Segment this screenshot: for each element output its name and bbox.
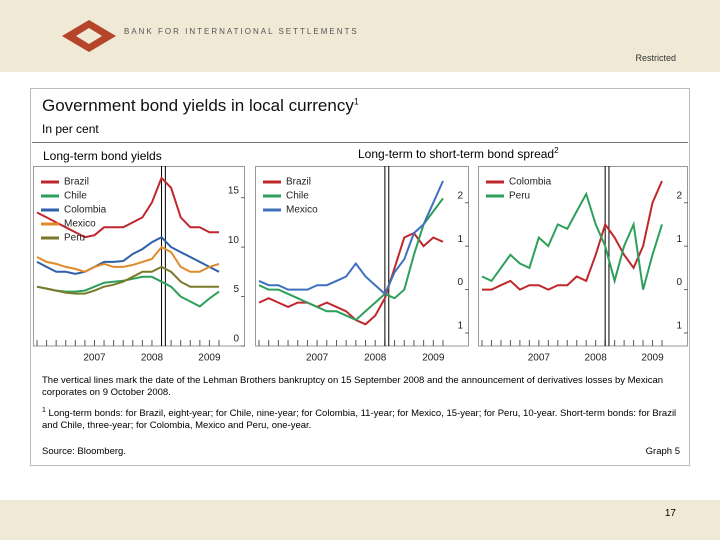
org-name: BANK FOR INTERNATIONAL SETTLEMENTS [124, 27, 359, 36]
plot-area [33, 166, 245, 347]
series-line [482, 180, 663, 291]
y-tick-label: 5 [233, 284, 239, 295]
x-tick-label: 2008 [585, 353, 608, 364]
source: Source: Bloomberg. [42, 446, 126, 457]
heading-text: Long-term to short-term bond spread [358, 147, 555, 161]
series-line [36, 265, 219, 295]
legend-label: Mexico [64, 219, 96, 230]
legend-label: Peru [509, 191, 530, 202]
x-tick-label: 2008 [364, 353, 387, 364]
footer-band [0, 500, 720, 540]
y-tick-label: 1 [457, 234, 463, 245]
rule [32, 142, 688, 143]
page-number: 17 [664, 508, 676, 519]
plot-area [255, 166, 469, 347]
x-tick-label: 2009 [641, 353, 664, 364]
footnote: 1 Long-term bonds: for Brazil, eight-yea… [42, 405, 682, 432]
series-line [36, 176, 219, 239]
y-tick-label: 1 [676, 234, 682, 245]
x-tick-label: 2009 [422, 353, 445, 364]
series-line [258, 180, 444, 296]
footnote-text: Long-term bonds: for Brazil, eight-year;… [42, 408, 677, 432]
y-tick-label: 0 [676, 277, 682, 288]
y-tick-label: 2 [676, 190, 682, 201]
header-band [0, 0, 720, 72]
x-tick-label: 2008 [141, 353, 164, 364]
heading-note: 2 [554, 146, 559, 155]
footnote-marker: 1 [42, 407, 46, 414]
legend-label: Colombia [64, 205, 107, 216]
chart: 1 0 1 2 2007 2008 2009 Colombia Peru [478, 166, 688, 364]
graph-label: Graph 5 [645, 446, 680, 457]
graph-frame [30, 88, 690, 466]
x-tick-label: 2007 [83, 353, 106, 364]
legend-label: Brazil [286, 177, 311, 188]
panel-heading: Long-term bond yields [43, 149, 162, 163]
chart: 0 5 10 15 2007 2008 2009 Brazil Chile Colombia Mex… [33, 166, 245, 364]
series-line [258, 197, 444, 322]
logo [62, 20, 116, 52]
subtitle: In per cent [42, 122, 99, 136]
y-tick-label: 0 [233, 334, 239, 345]
y-tick-label: 15 [228, 185, 240, 196]
legend-label: Colombia [509, 177, 552, 188]
series-line [481, 191, 663, 290]
legend-label: Peru [64, 233, 85, 244]
title-text: Government bond yields in local currency [42, 96, 354, 115]
classification: Restricted [635, 53, 676, 63]
y-tick-label: 1 [676, 321, 682, 332]
legend-label: Brazil [64, 177, 89, 188]
chart: 1 0 1 2 2007 2008 2009 Brazil Chile Mexico [255, 166, 469, 364]
series-line [36, 235, 220, 275]
x-tick-label: 2007 [306, 353, 329, 364]
y-tick-label: 10 [228, 235, 240, 246]
y-tick-label: 0 [457, 277, 463, 288]
x-tick-label: 2007 [528, 353, 551, 364]
legend-label: Chile [64, 191, 87, 202]
legend-label: Mexico [286, 205, 318, 216]
x-tick-label: 2009 [198, 353, 221, 364]
legend-label: Chile [286, 191, 309, 202]
graph-title: Government bond yields in local currency… [42, 96, 359, 116]
series-line [258, 231, 444, 326]
panel-heading: Long-term to short-term bond spread2 [358, 146, 559, 161]
y-tick-label: 2 [457, 190, 463, 201]
y-tick-label: 1 [457, 321, 463, 332]
series-line [36, 245, 220, 273]
notes: The vertical lines mark the date of the … [42, 375, 664, 398]
title-note: 1 [353, 96, 359, 107]
